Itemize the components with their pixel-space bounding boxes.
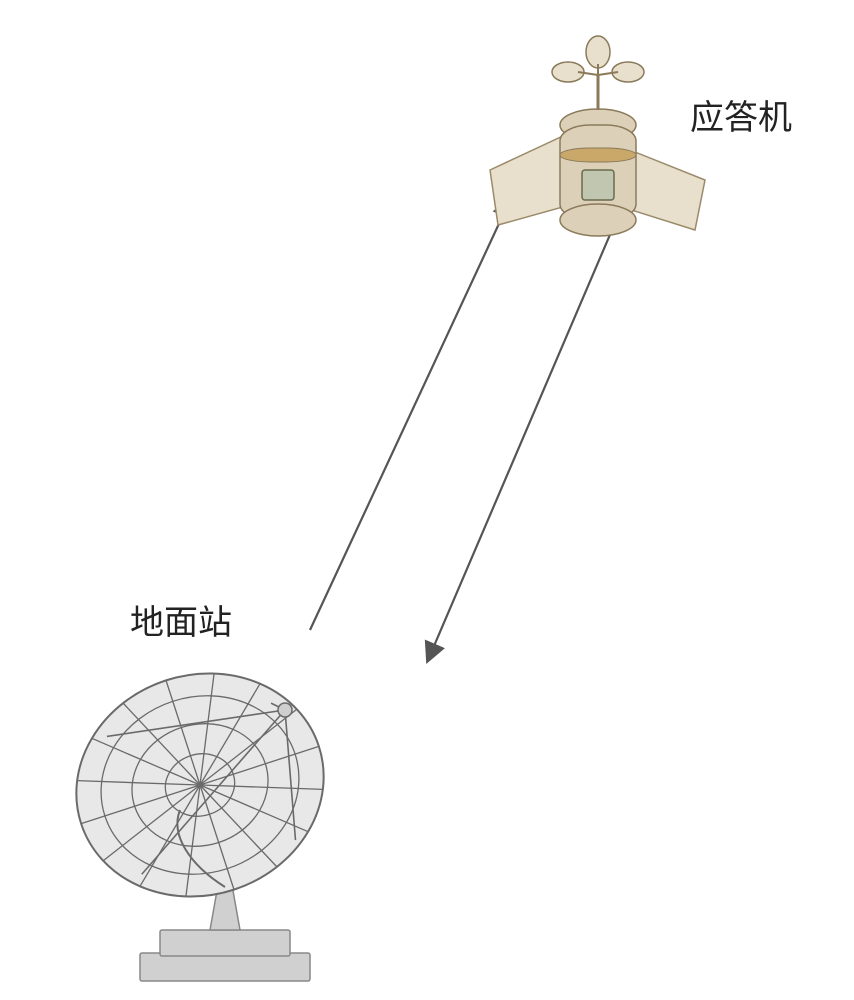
transponder-label: 应答机	[690, 90, 792, 139]
transponder-illustration	[470, 30, 730, 275]
ground-station-label: 地面站	[130, 595, 232, 644]
downlink-arrow	[428, 230, 612, 660]
ground-station-illustration	[60, 635, 390, 1000]
